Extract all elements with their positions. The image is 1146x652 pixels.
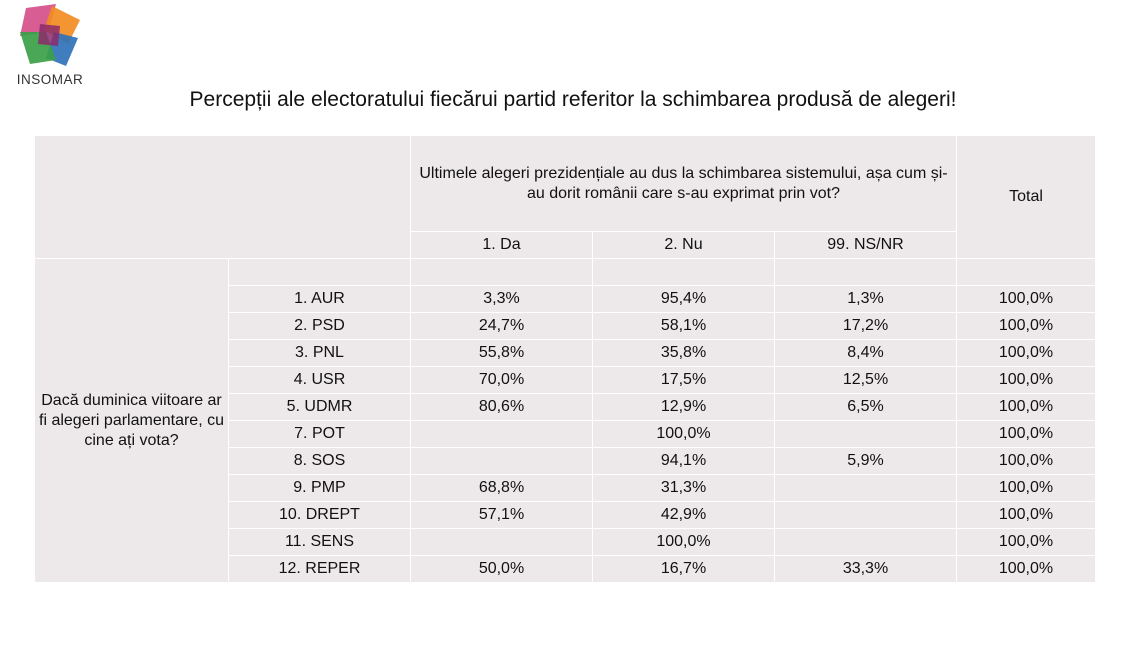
nu-value: 100,0%	[592, 528, 775, 556]
row-group-label: Dacă duminica viitoare ar fi alegeri par…	[34, 258, 229, 583]
spacer-row: Dacă duminica viitoare ar fi alegeri par…	[34, 258, 1096, 583]
table-row: 2. PSD 24,7% 58,1% 17,2% 100,0%	[35, 312, 1096, 340]
nu-value: 31,3%	[592, 474, 775, 502]
spacer-cell	[410, 258, 593, 286]
question-header: Ultimele alegeri prezidențiale au dus la…	[410, 135, 957, 232]
da-value: 80,6%	[410, 393, 593, 421]
spacer-cell	[774, 258, 957, 286]
spacer-cell	[956, 258, 1096, 286]
party-label: 10. DREPT	[228, 501, 411, 529]
table-row: 10. DREPT 57,1% 42,9% 100,0%	[35, 501, 1096, 529]
insomar-logo-icon	[20, 4, 80, 66]
nsnr-value	[774, 474, 957, 502]
total-value: 100,0%	[956, 501, 1096, 529]
nu-value: 16,7%	[592, 555, 775, 583]
table-row: 4. USR 70,0% 17,5% 12,5% 100,0%	[35, 366, 1096, 394]
table-row: 3. PNL 55,8% 35,8% 8,4% 100,0%	[35, 339, 1096, 367]
da-value: 3,3%	[410, 285, 593, 313]
nu-value: 100,0%	[592, 420, 775, 448]
nu-value: 42,9%	[592, 501, 775, 529]
da-value	[410, 420, 593, 448]
party-label: 11. SENS	[228, 528, 411, 556]
nsnr-value: 17,2%	[774, 312, 957, 340]
da-value	[410, 528, 593, 556]
column-header-nsnr: 99. NS/NR	[774, 231, 957, 259]
spacer-cell	[228, 258, 411, 286]
table-row: 11. SENS 100,0% 100,0%	[35, 528, 1096, 556]
nu-value: 12,9%	[592, 393, 775, 421]
party-label: 3. PNL	[228, 339, 411, 367]
table-row: 1. AUR 3,3% 95,4% 1,3% 100,0%	[35, 285, 1096, 313]
da-value: 57,1%	[410, 501, 593, 529]
insomar-logo: INSOMAR	[10, 2, 90, 90]
nu-value: 35,8%	[592, 339, 775, 367]
nsnr-value: 6,5%	[774, 393, 957, 421]
nsnr-value: 12,5%	[774, 366, 957, 394]
da-value: 70,0%	[410, 366, 593, 394]
party-label: 5. UDMR	[228, 393, 411, 421]
party-label: 8. SOS	[228, 447, 411, 475]
party-label: 2. PSD	[228, 312, 411, 340]
results-table: Ultimele alegeri prezidențiale au dus la…	[34, 135, 1096, 583]
nu-value: 17,5%	[592, 366, 775, 394]
party-label: 4. USR	[228, 366, 411, 394]
column-header-da: 1. Da	[410, 231, 593, 259]
nsnr-value	[774, 528, 957, 556]
nsnr-value: 5,9%	[774, 447, 957, 475]
table-row: 7. POT 100,0% 100,0%	[35, 420, 1096, 448]
da-value: 50,0%	[410, 555, 593, 583]
total-value: 100,0%	[956, 447, 1096, 475]
nsnr-value: 8,4%	[774, 339, 957, 367]
total-value: 100,0%	[956, 366, 1096, 394]
header-corner	[34, 135, 411, 259]
total-value: 100,0%	[956, 339, 1096, 367]
nsnr-value	[774, 420, 957, 448]
nu-value: 58,1%	[592, 312, 775, 340]
party-label: 12. REPER	[228, 555, 411, 583]
total-header: Total	[956, 135, 1096, 259]
total-value: 100,0%	[956, 474, 1096, 502]
party-label: 7. POT	[228, 420, 411, 448]
nu-value: 94,1%	[592, 447, 775, 475]
total-value: 100,0%	[956, 420, 1096, 448]
spacer-cell	[592, 258, 775, 286]
da-value: 55,8%	[410, 339, 593, 367]
column-header-nu: 2. Nu	[592, 231, 775, 259]
table-row: 12. REPER 50,0% 16,7% 33,3% 100,0%	[35, 555, 1096, 583]
nsnr-value: 33,3%	[774, 555, 957, 583]
table-row: 8. SOS 94,1% 5,9% 100,0%	[35, 447, 1096, 475]
total-value: 100,0%	[956, 555, 1096, 583]
party-label: 9. PMP	[228, 474, 411, 502]
brand-name: INSOMAR	[16, 72, 84, 87]
total-value: 100,0%	[956, 312, 1096, 340]
subheader-row: 1. Da 2. Nu 99. NS/NR	[35, 231, 1096, 259]
da-value	[410, 447, 593, 475]
page-title: Percepții ale electoratului fiecărui par…	[189, 88, 957, 111]
party-label: 1. AUR	[228, 285, 411, 313]
da-value: 24,7%	[410, 312, 593, 340]
total-value: 100,0%	[956, 528, 1096, 556]
table-row: 9. PMP 68,8% 31,3% 100,0%	[35, 474, 1096, 502]
nu-value: 95,4%	[592, 285, 775, 313]
nsnr-value	[774, 501, 957, 529]
nsnr-value: 1,3%	[774, 285, 957, 313]
total-value: 100,0%	[956, 393, 1096, 421]
da-value: 68,8%	[410, 474, 593, 502]
header-row: Ultimele alegeri prezidențiale au dus la…	[34, 135, 1096, 259]
total-value: 100,0%	[956, 285, 1096, 313]
